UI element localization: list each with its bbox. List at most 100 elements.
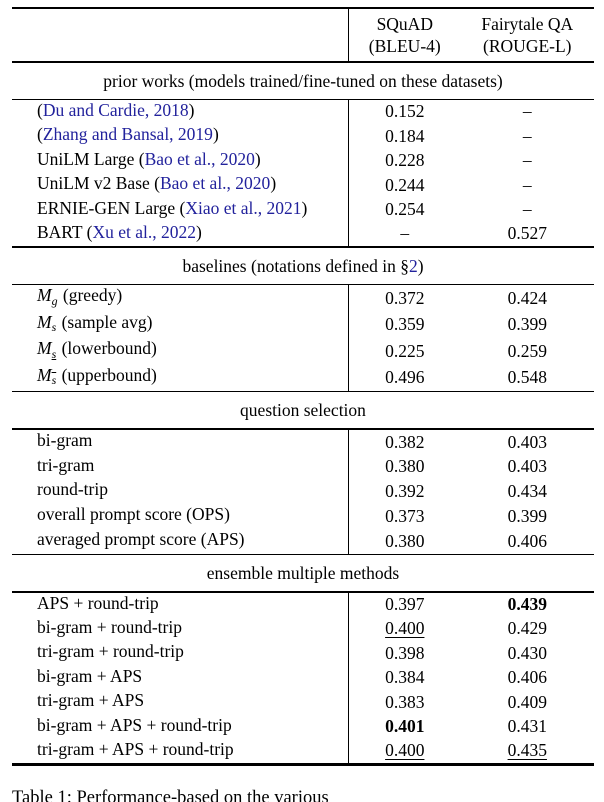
cell-squad: 0.401 (349, 717, 461, 736)
table-row: averaged prompt score (APS) 0.380 0.406 (12, 529, 594, 554)
cell-squad: 0.380 (349, 530, 461, 551)
squad-value: 0.398 (385, 642, 425, 663)
citation-link[interactable]: Zhang and Bansal, 2019 (42, 124, 213, 145)
text-part: question selection (240, 400, 366, 421)
text-part: ) (254, 148, 261, 169)
text-part: tri-gram (37, 454, 95, 475)
cell-squad: 0.496 (349, 367, 461, 388)
row-values: 0.184 – (348, 124, 594, 149)
table-row: UniLM v2 Base (Bao et al., 2020) 0.244 – (12, 173, 594, 198)
cell-fairytale: 0.399 (461, 507, 594, 526)
squad-value: 0.372 (385, 287, 425, 308)
row-label: tri-gram + round-trip (12, 641, 348, 665)
text-part: M (37, 338, 52, 359)
citation-link[interactable]: Du and Cardie, 2018 (42, 99, 189, 120)
squad-value: 0.380 (385, 530, 425, 551)
column-header-squad: SQuAD (BLEU-4) (349, 13, 461, 61)
row-values: 0.254 – (348, 197, 594, 222)
citation-link[interactable]: Xiao et al., 2021 (185, 197, 302, 218)
row-values: 0.401 0.431 (348, 714, 594, 739)
fairytale-value: 0.434 (507, 481, 547, 502)
text-part: ( (37, 124, 43, 145)
row-label: averaged prompt score (APS) (12, 529, 348, 554)
table-row: bi-gram + round-trip 0.400 0.429 (12, 617, 594, 642)
section-title: baselines (notations defined in §2) (12, 248, 594, 284)
fairytale-value: – (522, 125, 532, 146)
text-part: ) (196, 221, 202, 242)
cell-fairytale: 0.430 (461, 644, 594, 663)
text-part: M (37, 285, 52, 306)
row-label: tri-gram + APS (12, 690, 348, 714)
row-label: Ms (lowerbound) (12, 338, 348, 365)
row-values: 0.359 0.399 (348, 311, 594, 339)
row-values: 0.380 0.406 (348, 529, 594, 554)
citation-link[interactable]: Xu et al., 2022 (92, 221, 197, 242)
text-part: (sample avg) (57, 311, 153, 332)
text-part: ( (37, 99, 43, 120)
citation-link[interactable]: Bao et al., 2020 (144, 148, 255, 169)
table-bottom-rule (12, 763, 594, 766)
row-values: 0.373 0.399 (348, 504, 594, 530)
section-rule (12, 283, 594, 286)
citation-link[interactable]: 2 (408, 255, 418, 276)
cell-squad: 0.384 (349, 669, 461, 687)
cell-squad: 0.372 (349, 287, 461, 308)
cell-squad: 0.184 (349, 127, 461, 146)
cell-fairytale: – (461, 200, 594, 219)
cell-fairytale: 0.439 (461, 595, 594, 614)
table-row: ERNIE-GEN Large (Xiao et al., 2021) 0.254… (12, 197, 594, 222)
cell-fairytale: 0.259 (461, 342, 594, 361)
cell-fairytale: 0.403 (461, 458, 594, 476)
fairytale-value: 0.403 (507, 431, 547, 452)
cell-squad: 0.228 (349, 151, 461, 170)
cell-squad: 0.398 (349, 642, 461, 663)
text-part: bi-gram + APS + round-trip (37, 714, 232, 735)
cell-squad: 0.392 (349, 482, 461, 501)
squad-value: 0.380 (385, 456, 425, 477)
table-header-row: SQuAD (BLEU-4) Fairytale QA (ROUGE-L) (12, 9, 594, 62)
squad-value: 0.496 (385, 367, 425, 388)
row-label: ERNIE-GEN Large (Xiao et al., 2021) (12, 198, 348, 222)
row-label: (Zhang and Bansal, 2019) (12, 124, 348, 148)
row-label: APS + round-trip (12, 593, 348, 617)
table-row: (Zhang and Bansal, 2019) 0.184 – (12, 124, 594, 149)
text-part: ) (212, 124, 219, 145)
text-part: tri-gram + round-trip (37, 641, 184, 662)
row-values: 0.400 0.429 (348, 617, 594, 642)
row-values: 0.382 0.403 (348, 429, 594, 455)
fairytale-value: 0.406 (507, 530, 547, 551)
cell-squad: 0.380 (349, 458, 461, 476)
text-part: tri-gram + APS (37, 690, 145, 711)
section-rule (12, 246, 594, 248)
citation-link[interactable]: Bao et al., 2020 (159, 173, 271, 194)
text-part: bi-gram (37, 429, 93, 450)
row-label: bi-gram + round-trip (12, 617, 348, 641)
text-part: overall prompt score (OPS) (37, 504, 230, 525)
fairytale-value: 0.399 (507, 314, 547, 335)
cell-squad: 0.382 (349, 431, 461, 452)
squad-value: 0.382 (385, 431, 425, 452)
cell-squad: 0.383 (349, 693, 461, 712)
table-row: tri-gram + round-trip 0.398 0.430 (12, 641, 594, 666)
text-part: s (51, 320, 57, 335)
row-label: UniLM Large (Bao et al., 2020) (12, 149, 348, 173)
row-label: bi-gram + APS (12, 666, 348, 690)
text-part: tri-gram + APS + round-trip (37, 738, 234, 759)
section-rule (12, 553, 594, 556)
cell-fairytale: 0.406 (461, 669, 594, 687)
row-label: UniLM v2 Base (Bao et al., 2020) (12, 173, 348, 197)
table-row: tri-gram 0.380 0.403 (12, 454, 594, 480)
table-top-rule (12, 7, 594, 10)
header-spacer (12, 9, 348, 61)
row-values: 0.397 0.439 (348, 592, 594, 618)
cell-fairytale: 0.399 (461, 314, 594, 335)
text-part: baselines (notations defined in § (182, 255, 409, 276)
table-row: bi-gram + APS + round-trip 0.401 0.431 (12, 714, 594, 739)
row-values: 0.228 – (348, 148, 594, 174)
table-sections: prior works (models trained/fine-tuned o… (12, 61, 594, 766)
row-label: bi-gram (12, 430, 348, 455)
row-values: 0.383 0.409 (348, 690, 594, 715)
cell-fairytale: – (461, 176, 594, 195)
section-title: question selection (12, 392, 594, 428)
cell-fairytale: 0.403 (461, 431, 594, 452)
